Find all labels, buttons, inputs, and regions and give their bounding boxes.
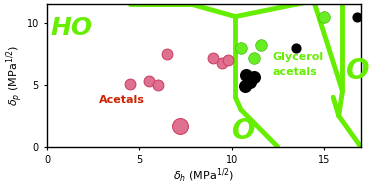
Point (177, 124, 183, 127)
Point (251, 56, 257, 59)
Point (219, 61, 225, 64)
Point (247, 81, 253, 84)
Point (164, 52, 170, 55)
Point (127, 82, 133, 85)
Point (354, 15, 360, 18)
Text: acetals: acetals (272, 67, 317, 77)
Point (293, 46, 299, 49)
Point (242, 85, 248, 88)
Point (155, 83, 161, 86)
Point (225, 59, 231, 62)
Point (258, 44, 264, 47)
Point (210, 56, 216, 59)
Point (321, 15, 327, 18)
Point (251, 76, 257, 79)
Point (243, 73, 249, 76)
Text: O: O (232, 118, 255, 146)
X-axis label: $\delta_h$ (MPa$^{1/2}$): $\delta_h$ (MPa$^{1/2}$) (173, 167, 235, 185)
Y-axis label: $\delta_p$ (MPa$^{1/2}$): $\delta_p$ (MPa$^{1/2}$) (4, 45, 25, 106)
Text: HO: HO (51, 16, 93, 40)
Point (146, 80, 152, 83)
Text: O: O (346, 57, 370, 85)
Text: Glycerol: Glycerol (272, 52, 323, 62)
Point (238, 46, 244, 49)
Text: Acetals: Acetals (99, 95, 145, 105)
